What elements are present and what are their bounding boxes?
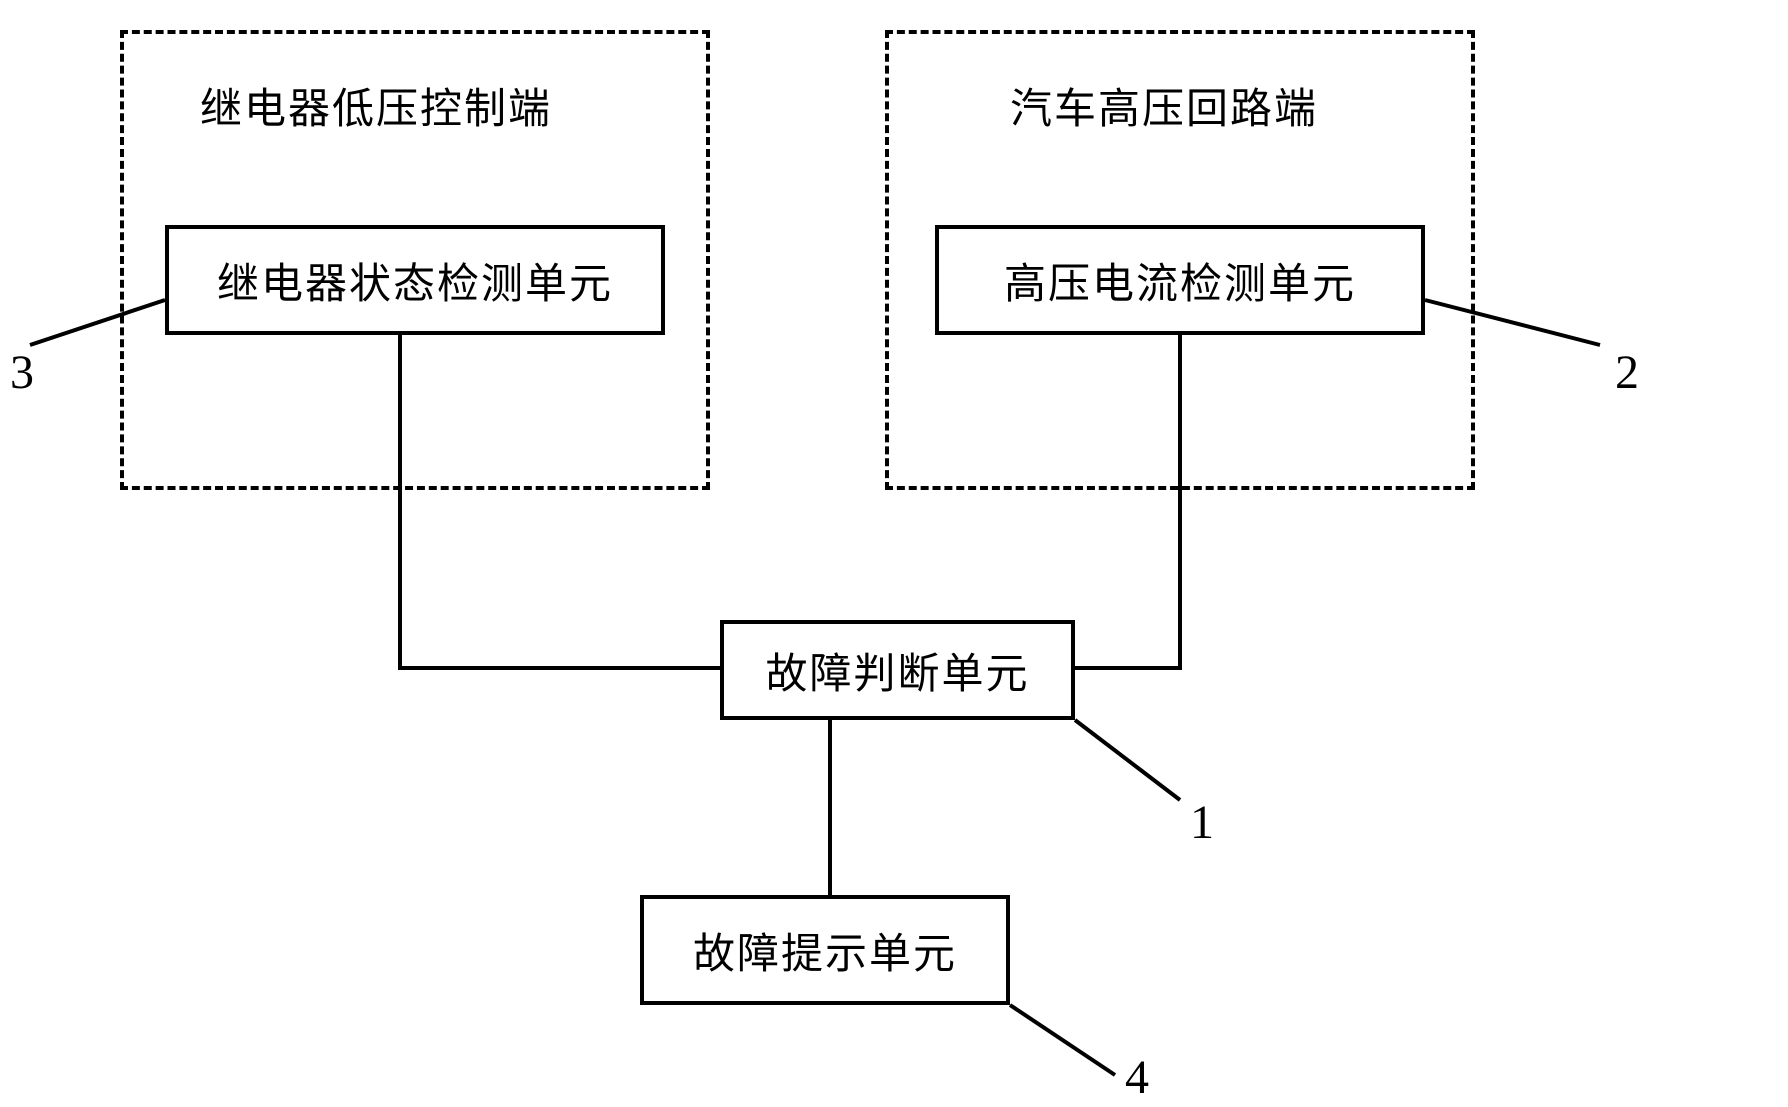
box-hv-detect-label: 高压电流检测单元 — [1004, 250, 1356, 311]
box-fault-judge: 故障判断单元 — [720, 620, 1075, 720]
box-fault-prompt: 故障提示单元 — [640, 895, 1010, 1005]
ref-label-4: 4 — [1125, 1050, 1149, 1105]
box-relay-detect: 继电器状态检测单元 — [165, 225, 665, 335]
connector-relay-v — [398, 335, 402, 670]
box-fault-judge-label: 故障判断单元 — [765, 640, 1029, 701]
connector-hv-v — [1178, 335, 1182, 670]
ref-label-1: 1 — [1190, 795, 1214, 850]
ref-label-2: 2 — [1615, 345, 1639, 400]
region-right-label: 汽车高压回路端 — [1010, 75, 1318, 136]
connector-hv-h — [1075, 666, 1182, 670]
connector-judge-prompt — [828, 720, 832, 895]
region-left-label: 继电器低压控制端 — [200, 75, 552, 136]
box-hv-detect: 高压电流检测单元 — [935, 225, 1425, 335]
ref-label-3: 3 — [10, 345, 34, 400]
box-fault-prompt-label: 故障提示单元 — [693, 920, 957, 981]
box-relay-detect-label: 继电器状态检测单元 — [217, 250, 613, 311]
connector-relay-h — [398, 666, 720, 670]
